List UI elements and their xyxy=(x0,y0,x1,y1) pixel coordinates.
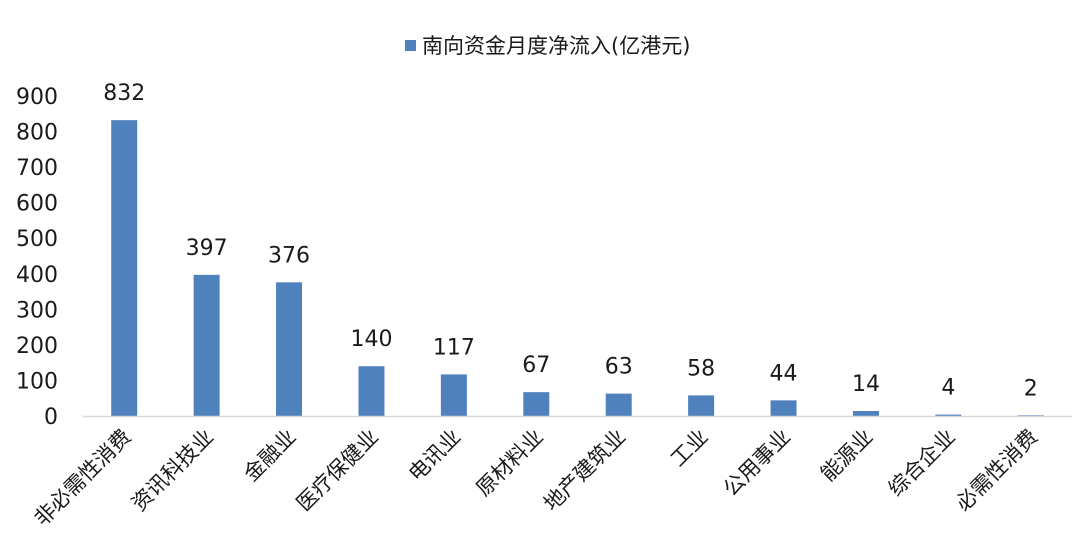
y-tick-label: 100 xyxy=(16,369,58,394)
chart-legend: 南向资金月度净流入(亿港元) xyxy=(405,30,690,60)
y-tick-label: 700 xyxy=(16,156,58,181)
y-tick-label: 0 xyxy=(44,405,58,430)
data-label: 4 xyxy=(941,376,955,401)
bar-10 xyxy=(852,411,879,416)
bar-4 xyxy=(358,366,385,416)
bar-12 xyxy=(1017,415,1044,417)
bar-3 xyxy=(276,282,303,416)
bar-2 xyxy=(193,274,220,416)
data-label: 63 xyxy=(605,355,633,380)
data-label: 397 xyxy=(186,236,228,261)
x-category-label: 能源业 xyxy=(816,425,878,487)
data-label: 117 xyxy=(433,335,475,360)
bar-5 xyxy=(440,374,467,416)
y-tick-label: 500 xyxy=(16,227,58,252)
data-label: 376 xyxy=(268,243,310,268)
y-tick-label: 300 xyxy=(16,298,58,323)
data-label: 832 xyxy=(103,81,145,106)
x-category-label: 金融业 xyxy=(239,425,301,487)
x-category-label: 工业 xyxy=(666,425,713,472)
bar-11 xyxy=(935,414,962,416)
data-label: 140 xyxy=(350,327,392,352)
bar-8 xyxy=(688,395,715,416)
y-tick-label: 400 xyxy=(16,263,58,288)
legend-swatch xyxy=(405,39,416,51)
bar-1 xyxy=(111,120,138,416)
y-axis: 0 100 200 300 400 500 600 700 800 900 xyxy=(16,85,58,430)
data-label: 2 xyxy=(1024,376,1038,401)
x-category-label: 必需性消费 xyxy=(951,425,1042,516)
x-category-label: 医疗保健业 xyxy=(292,425,383,516)
bars-group xyxy=(111,120,1044,417)
legend-label: 南向资金月度净流入(亿港元) xyxy=(422,34,691,58)
data-label: 44 xyxy=(770,361,798,386)
y-tick-label: 800 xyxy=(16,121,58,146)
y-tick-label: 200 xyxy=(16,334,58,359)
y-tick-label: 600 xyxy=(16,192,58,217)
data-label: 58 xyxy=(687,356,715,381)
x-category-label: 公用事业 xyxy=(719,425,795,501)
bar-9 xyxy=(770,400,797,416)
x-category-label: 资讯科技业 xyxy=(127,425,218,516)
x-category-label: 综合企业 xyxy=(884,425,960,501)
data-label: 14 xyxy=(852,372,880,397)
bar-6 xyxy=(523,392,550,416)
data-labels-group: 832 397 376 140 117 67 63 58 44 14 4 2 xyxy=(103,81,1038,401)
x-category-label: 电讯业 xyxy=(404,425,466,487)
x-category-label: 非必需性消费 xyxy=(30,425,136,531)
bar-7 xyxy=(605,393,632,416)
data-label: 67 xyxy=(522,353,550,378)
y-tick-label: 900 xyxy=(16,85,58,110)
x-category-label: 原材料业 xyxy=(471,425,547,501)
x-category-label: 地产建筑业 xyxy=(539,425,630,516)
